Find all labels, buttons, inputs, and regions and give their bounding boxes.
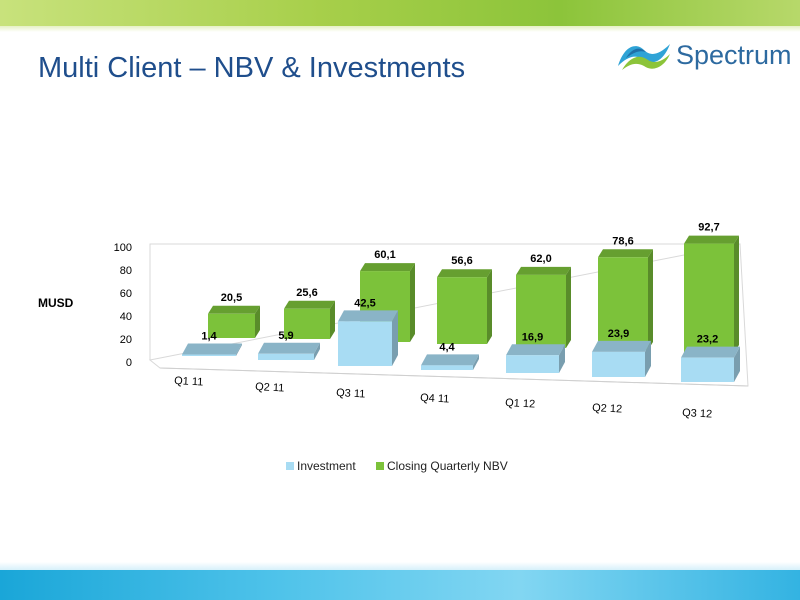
floor-front-edge	[159, 367, 749, 387]
x-tick-label: Q2 11	[255, 381, 285, 395]
y-tick-label: 60	[120, 288, 132, 300]
bar-investment	[258, 342, 320, 360]
legend-label-investment: Investment	[297, 459, 356, 473]
data-label-investment: 23,2	[697, 334, 718, 346]
data-label-investment: 4,4	[439, 341, 455, 353]
legend-label-nbv: Closing Quarterly NBV	[387, 459, 508, 473]
data-label-nbv: 78,6	[612, 235, 633, 247]
bar-nbv	[437, 269, 492, 344]
bar-investment	[681, 346, 740, 382]
y-tick-label: 20	[120, 334, 132, 346]
bottom-decor-band	[0, 562, 800, 600]
data-label-investment: 23,9	[608, 328, 629, 340]
data-label-nbv: 25,6	[296, 287, 317, 299]
data-label-investment: 1,4	[201, 331, 217, 343]
bar-nbv	[516, 266, 571, 348]
bar-nbv	[284, 300, 335, 339]
bar-investment	[421, 354, 479, 370]
slide-title: Multi Client – NBV & Investments	[38, 52, 466, 84]
data-label-nbv: 92,7	[698, 222, 719, 234]
bar-investment	[338, 310, 398, 366]
legend-swatch-investment	[286, 462, 294, 470]
data-label-nbv: 62,0	[530, 253, 551, 265]
bar-investment	[182, 343, 242, 356]
legend-swatch-nbv	[376, 462, 384, 470]
x-tick-label: Q1 11	[174, 375, 204, 389]
data-label-investment: 42,5	[354, 297, 375, 309]
top-decor-band	[0, 0, 800, 32]
y-tick-label: 40	[120, 311, 132, 323]
bar-nbv	[684, 235, 739, 353]
bar-nbv	[208, 305, 260, 338]
bar-investment	[592, 340, 651, 377]
y-tick-label: 100	[114, 242, 132, 254]
data-label-investment: 16,9	[522, 331, 543, 343]
chart-bars	[182, 235, 740, 382]
y-tick-label: 80	[120, 265, 132, 277]
logo-wave-icon	[618, 44, 670, 70]
x-tick-label: Q3 12	[682, 407, 713, 421]
y-axis-title: MUSD	[38, 296, 74, 310]
x-tick-label: Q2 12	[592, 402, 623, 416]
back-wall-outline	[149, 243, 740, 360]
spectrum-logo: Spectrum	[614, 36, 792, 76]
chart-labels: 0 20 40 60 80 100 20,5 25,6 60,1 56,6 62,0 78,6 92,7…	[114, 222, 720, 421]
data-label-nbv: 56,6	[451, 255, 472, 267]
data-label-nbv: 60,1	[374, 249, 395, 261]
bar-investment	[506, 344, 565, 373]
x-tick-label: Q1 12	[505, 397, 536, 411]
x-tick-label: Q4 11	[420, 392, 450, 406]
data-label-nbv: 20,5	[221, 292, 242, 304]
x-tick-label: Q3 11	[336, 387, 366, 401]
legend: Investment Closing Quarterly NBV	[286, 459, 508, 473]
bar-nbv	[598, 249, 653, 350]
data-label-investment: 5,9	[278, 330, 293, 342]
y-tick-label: 0	[126, 357, 132, 369]
logo-text: Spectrum	[676, 40, 792, 70]
